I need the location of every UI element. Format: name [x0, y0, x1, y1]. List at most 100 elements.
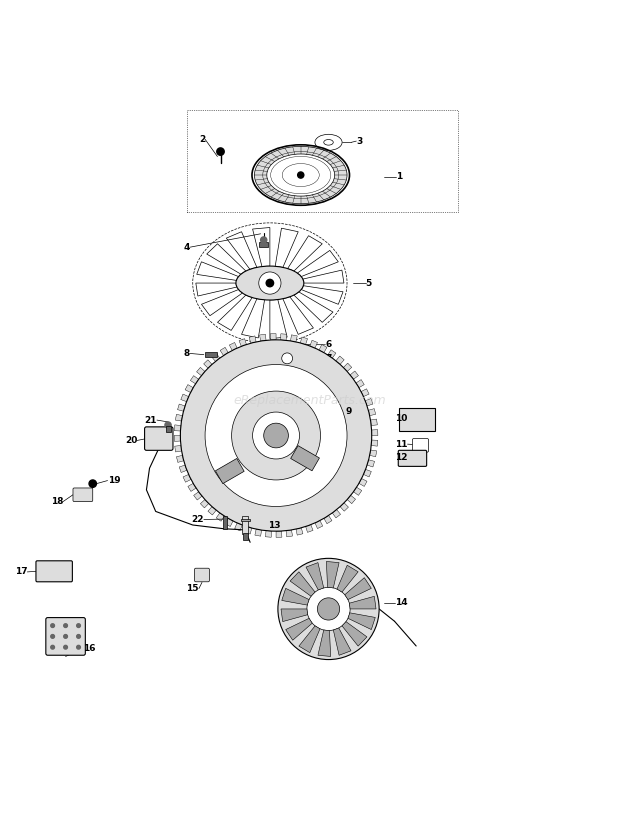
Text: 8: 8 [184, 349, 190, 358]
Polygon shape [303, 270, 344, 283]
Circle shape [278, 559, 379, 659]
Circle shape [281, 353, 293, 363]
Polygon shape [265, 531, 272, 537]
Ellipse shape [236, 266, 304, 300]
Circle shape [77, 646, 81, 649]
Circle shape [51, 635, 55, 638]
Polygon shape [281, 609, 308, 622]
Text: 3: 3 [356, 137, 363, 146]
Bar [241, 519, 249, 521]
Circle shape [165, 422, 171, 428]
Polygon shape [370, 450, 377, 457]
Circle shape [273, 345, 301, 372]
Polygon shape [365, 398, 373, 406]
Polygon shape [229, 342, 237, 350]
Text: 4: 4 [184, 243, 190, 252]
Polygon shape [368, 409, 376, 415]
Polygon shape [299, 626, 320, 653]
Circle shape [77, 624, 81, 628]
Circle shape [298, 172, 304, 178]
Text: 14: 14 [395, 598, 408, 607]
Bar [166, 426, 171, 433]
Circle shape [217, 148, 224, 155]
FancyBboxPatch shape [36, 561, 73, 582]
Text: eReplacementParts.com: eReplacementParts.com [234, 393, 386, 406]
Polygon shape [188, 484, 196, 491]
Text: 12: 12 [395, 453, 407, 462]
Polygon shape [193, 492, 202, 500]
Polygon shape [249, 336, 256, 343]
Bar [399, 408, 435, 431]
Polygon shape [301, 285, 343, 304]
Circle shape [260, 237, 267, 243]
Polygon shape [252, 228, 270, 267]
Polygon shape [324, 515, 332, 524]
Polygon shape [234, 523, 242, 531]
Circle shape [317, 598, 340, 620]
Polygon shape [200, 499, 209, 508]
Polygon shape [255, 529, 262, 537]
Text: 20: 20 [125, 436, 137, 445]
Polygon shape [342, 622, 367, 646]
Polygon shape [226, 232, 257, 269]
Text: 13: 13 [268, 520, 280, 529]
Polygon shape [211, 353, 220, 362]
Ellipse shape [267, 154, 335, 196]
Polygon shape [315, 520, 323, 528]
Polygon shape [296, 528, 303, 535]
Bar [215, 459, 244, 484]
Polygon shape [326, 562, 339, 588]
Polygon shape [300, 337, 308, 345]
Polygon shape [206, 244, 246, 274]
Circle shape [264, 423, 288, 448]
Circle shape [51, 646, 55, 649]
Polygon shape [239, 339, 247, 346]
Polygon shape [275, 228, 298, 267]
Circle shape [252, 412, 299, 459]
Polygon shape [179, 465, 187, 472]
Polygon shape [336, 356, 344, 364]
Polygon shape [340, 502, 348, 511]
Polygon shape [371, 429, 378, 436]
Text: 21: 21 [144, 415, 157, 424]
Polygon shape [345, 578, 371, 599]
Polygon shape [185, 385, 193, 393]
Polygon shape [348, 613, 375, 629]
Polygon shape [208, 506, 216, 515]
Polygon shape [175, 446, 182, 452]
Polygon shape [337, 565, 358, 592]
Polygon shape [196, 283, 237, 296]
Polygon shape [174, 425, 181, 431]
Polygon shape [343, 363, 352, 372]
Text: 19: 19 [107, 476, 120, 485]
Polygon shape [347, 495, 355, 504]
FancyBboxPatch shape [73, 488, 93, 502]
Text: 7: 7 [326, 354, 332, 363]
Polygon shape [350, 371, 358, 380]
Polygon shape [242, 298, 265, 338]
Bar [223, 515, 227, 529]
Polygon shape [298, 250, 339, 276]
Ellipse shape [324, 140, 334, 146]
Polygon shape [183, 475, 191, 482]
Polygon shape [177, 455, 184, 463]
Polygon shape [276, 531, 282, 537]
Polygon shape [225, 519, 233, 527]
Bar [205, 352, 218, 357]
Circle shape [77, 635, 81, 638]
Polygon shape [328, 350, 336, 358]
Circle shape [205, 364, 347, 506]
Polygon shape [353, 487, 361, 495]
Polygon shape [281, 589, 309, 605]
Polygon shape [332, 510, 340, 518]
FancyBboxPatch shape [398, 450, 427, 467]
Circle shape [180, 340, 372, 531]
Polygon shape [306, 524, 313, 533]
Polygon shape [319, 345, 327, 353]
Polygon shape [197, 262, 239, 280]
FancyBboxPatch shape [412, 438, 428, 452]
Bar [242, 533, 247, 541]
Polygon shape [286, 619, 312, 640]
Polygon shape [349, 596, 376, 609]
Bar [259, 242, 268, 247]
